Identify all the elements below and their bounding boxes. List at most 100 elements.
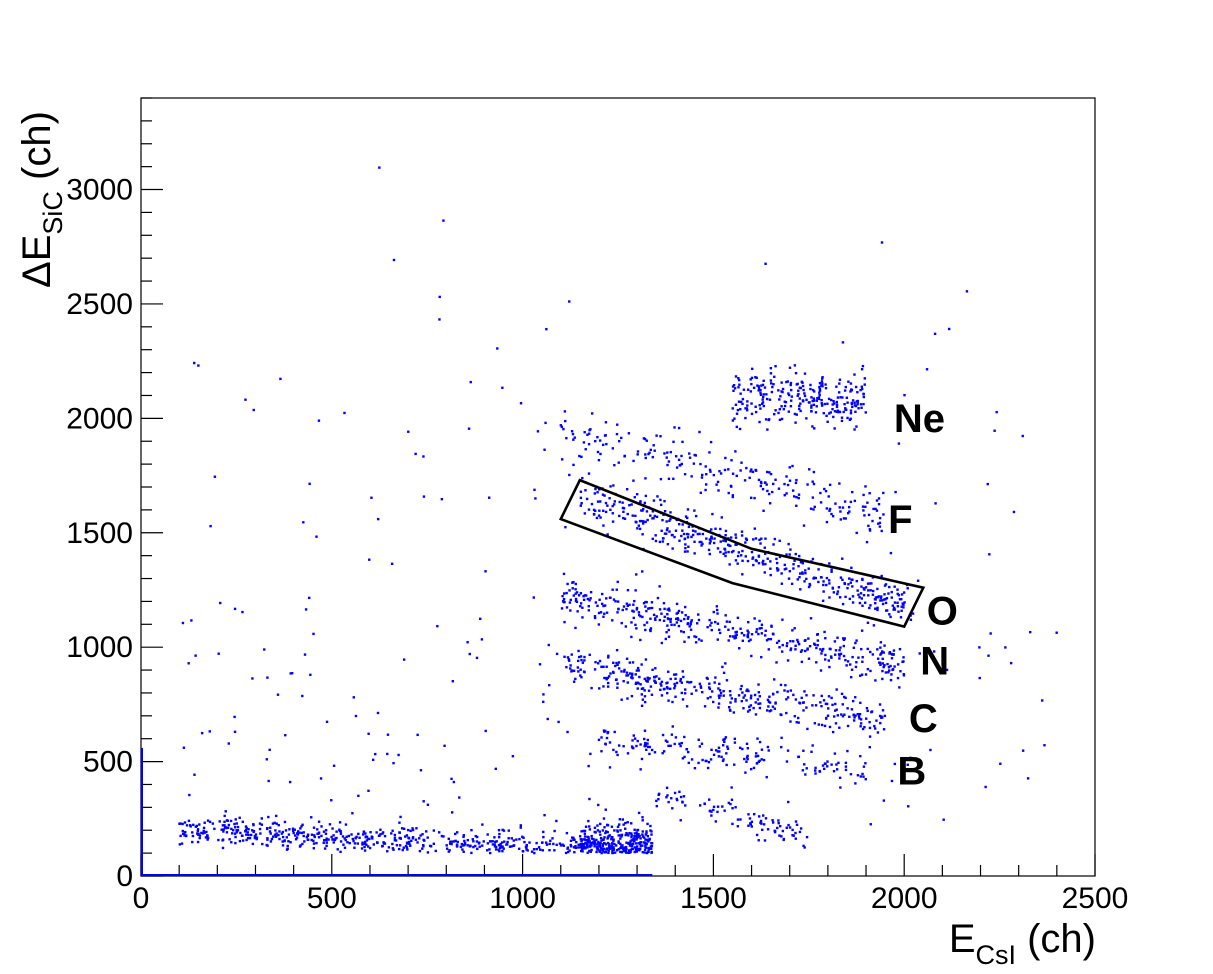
data-point [890, 596, 894, 599]
data-point [846, 707, 849, 710]
data-point [565, 665, 568, 669]
data-point [539, 848, 542, 851]
data-point [760, 623, 764, 626]
data-point [566, 850, 570, 854]
data-point [841, 506, 845, 509]
data-point [770, 624, 773, 627]
data-point [725, 752, 728, 755]
data-point [696, 622, 699, 625]
data-point [776, 569, 779, 572]
data-point [609, 596, 612, 599]
data-point [749, 822, 752, 825]
data-point [732, 549, 735, 553]
data-point [820, 694, 823, 698]
data-point [639, 768, 642, 771]
data-point [578, 843, 582, 846]
data-point [796, 716, 800, 720]
data-point [541, 849, 544, 852]
data-point [491, 843, 495, 846]
data-point [750, 468, 753, 471]
data-point [600, 665, 603, 669]
data-point [633, 599, 636, 603]
data-point [579, 496, 583, 500]
data-point [766, 557, 769, 560]
data-point [867, 513, 871, 517]
data-point [868, 726, 872, 730]
data-point [198, 823, 201, 826]
data-point [803, 392, 806, 395]
data-point [641, 522, 645, 525]
data-point [303, 653, 307, 656]
selection-gate-polygon[interactable] [558, 478, 926, 629]
data-point [584, 594, 588, 597]
data-point [786, 659, 790, 662]
data-point [689, 680, 693, 684]
data-point [253, 835, 257, 838]
data-point [521, 849, 525, 853]
data-point [308, 596, 311, 600]
data-point [868, 735, 872, 738]
data-point [588, 825, 591, 828]
data-point [781, 643, 784, 647]
data-point [807, 585, 811, 589]
data-point [693, 540, 696, 544]
data-point [639, 841, 642, 844]
data-point [542, 835, 545, 839]
data-point [879, 663, 882, 667]
data-point [661, 751, 664, 755]
data-point [637, 842, 640, 845]
data-point [794, 481, 798, 485]
data-point [705, 473, 708, 476]
data-point [867, 524, 870, 528]
data-point [574, 626, 577, 630]
data-point [466, 844, 469, 847]
data-point [719, 691, 723, 695]
data-point [820, 723, 824, 727]
data-point [839, 396, 842, 399]
data-point [817, 397, 821, 401]
data-point [660, 680, 664, 684]
data-point [481, 823, 484, 826]
data-point [995, 410, 998, 414]
data-point [716, 612, 719, 615]
data-point [496, 347, 499, 350]
data-point [648, 451, 651, 454]
data-point [840, 692, 844, 696]
data-point [685, 705, 689, 708]
data-point [798, 554, 801, 558]
data-point [918, 652, 921, 655]
data-point [604, 850, 608, 854]
data-point [763, 552, 767, 555]
data-point [233, 607, 237, 611]
data-point [655, 615, 658, 618]
data-point [193, 361, 196, 365]
data-point [724, 534, 727, 537]
data-point [817, 396, 821, 399]
data-point [823, 630, 826, 634]
data-point [643, 689, 646, 692]
x-tick-label: 2500 [1062, 882, 1129, 915]
data-point [792, 563, 795, 566]
data-point [874, 607, 877, 610]
data-point [858, 712, 862, 716]
data-point [580, 830, 583, 833]
data-point [757, 389, 760, 392]
data-point [737, 377, 740, 380]
data-point [630, 844, 634, 848]
data-point [229, 819, 233, 823]
data-point [762, 404, 766, 408]
data-point [841, 637, 845, 640]
data-point [331, 838, 335, 841]
data-point [698, 682, 702, 686]
data-point [489, 840, 492, 843]
data-point [637, 613, 641, 617]
data-point [227, 742, 230, 745]
data-point [780, 572, 783, 575]
data-point [659, 682, 662, 685]
data-point [739, 469, 742, 472]
data-point [714, 820, 718, 823]
data-point [794, 831, 797, 835]
data-point [673, 687, 676, 690]
data-point [666, 691, 669, 695]
data-point [760, 822, 763, 825]
